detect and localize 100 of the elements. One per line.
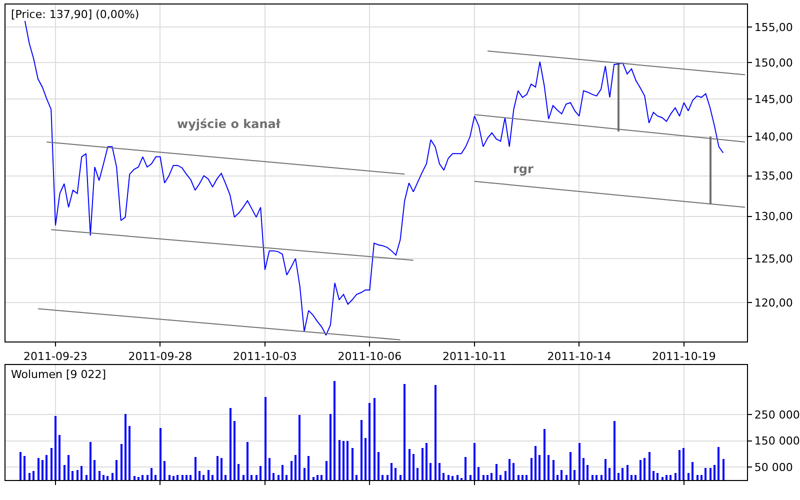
bar bbox=[713, 465, 716, 480]
bar bbox=[312, 477, 314, 480]
bar bbox=[591, 475, 594, 480]
bar bbox=[37, 458, 40, 480]
bar bbox=[281, 465, 284, 480]
bar bbox=[534, 446, 536, 480]
bar bbox=[172, 476, 174, 480]
bar bbox=[530, 458, 532, 480]
bar bbox=[691, 462, 694, 480]
bar bbox=[434, 385, 436, 480]
bar bbox=[556, 475, 558, 480]
bar bbox=[250, 475, 252, 480]
bar bbox=[246, 442, 248, 480]
bar bbox=[425, 443, 428, 480]
x-tick-label: 2011-10-06 bbox=[338, 350, 402, 363]
bar bbox=[54, 416, 56, 480]
bar bbox=[408, 449, 410, 480]
bar bbox=[229, 408, 232, 480]
bar bbox=[473, 443, 476, 480]
bar bbox=[355, 475, 358, 480]
bar bbox=[700, 475, 702, 480]
bar bbox=[412, 454, 414, 480]
bar bbox=[329, 414, 332, 480]
bar bbox=[586, 465, 588, 480]
annotation: rgr bbox=[513, 162, 534, 176]
bar bbox=[137, 477, 140, 480]
bar bbox=[224, 475, 226, 480]
bar bbox=[233, 421, 236, 480]
bar bbox=[639, 460, 642, 480]
y-tick-label: 145,00 bbox=[754, 92, 793, 106]
bar bbox=[198, 471, 200, 480]
y-tick-label: 150 000 bbox=[754, 434, 800, 448]
bar bbox=[338, 440, 340, 480]
bar bbox=[682, 448, 684, 480]
bar bbox=[582, 458, 584, 480]
bar bbox=[32, 471, 34, 480]
bar bbox=[674, 473, 676, 480]
bar bbox=[154, 475, 156, 480]
bar bbox=[277, 475, 280, 480]
bar bbox=[678, 450, 680, 480]
bar bbox=[665, 475, 668, 480]
bar bbox=[320, 475, 322, 480]
bar bbox=[89, 442, 92, 480]
bar bbox=[50, 448, 52, 480]
bar bbox=[499, 475, 502, 480]
bar bbox=[381, 475, 384, 480]
bar bbox=[630, 475, 632, 480]
bar bbox=[696, 475, 698, 480]
bar bbox=[290, 461, 292, 480]
bar bbox=[159, 428, 162, 480]
bar bbox=[512, 463, 514, 480]
y-tick-label: 250 000 bbox=[754, 408, 800, 422]
bar bbox=[342, 441, 344, 480]
bar bbox=[85, 475, 88, 480]
bar bbox=[442, 473, 444, 480]
bar bbox=[456, 475, 458, 480]
bar bbox=[626, 465, 628, 480]
bar bbox=[141, 475, 144, 480]
bar bbox=[242, 475, 244, 480]
bar bbox=[490, 473, 492, 480]
bar bbox=[482, 475, 484, 480]
bar bbox=[28, 473, 30, 480]
bar bbox=[346, 441, 348, 480]
y-tick-label: 155,00 bbox=[754, 21, 793, 34]
x-tick-label: 2011-09-28 bbox=[128, 350, 192, 363]
x-tick-label: 2011-09-23 bbox=[24, 350, 88, 363]
bar bbox=[76, 470, 78, 480]
bar bbox=[469, 475, 472, 480]
bar bbox=[194, 457, 196, 480]
bar bbox=[399, 475, 402, 480]
bar bbox=[495, 464, 498, 480]
bar bbox=[181, 475, 184, 480]
bar bbox=[307, 456, 310, 480]
bar bbox=[569, 452, 572, 480]
bar bbox=[547, 455, 550, 480]
bar bbox=[259, 466, 262, 480]
bar bbox=[71, 471, 74, 480]
bar bbox=[421, 448, 424, 480]
bar bbox=[185, 475, 188, 480]
bar bbox=[595, 475, 598, 480]
bar bbox=[285, 475, 288, 480]
bar bbox=[294, 455, 296, 480]
bar bbox=[552, 460, 554, 480]
bar bbox=[722, 459, 724, 480]
y-tick-label: 50 000 bbox=[754, 460, 793, 474]
bar bbox=[146, 475, 148, 480]
bar bbox=[268, 458, 270, 480]
bar bbox=[216, 456, 218, 480]
bar bbox=[600, 475, 602, 480]
x-tick-label: 2011-10-03 bbox=[232, 350, 297, 363]
bar bbox=[634, 475, 636, 480]
bar bbox=[67, 455, 70, 480]
bar bbox=[80, 466, 82, 480]
bar bbox=[416, 468, 418, 480]
bar bbox=[128, 426, 130, 480]
bar bbox=[325, 461, 328, 480]
y-tick-label: 135,00 bbox=[754, 170, 793, 183]
bar bbox=[704, 468, 706, 480]
x-tick-label: 2011-10-11 bbox=[442, 350, 506, 363]
bar bbox=[608, 468, 610, 480]
